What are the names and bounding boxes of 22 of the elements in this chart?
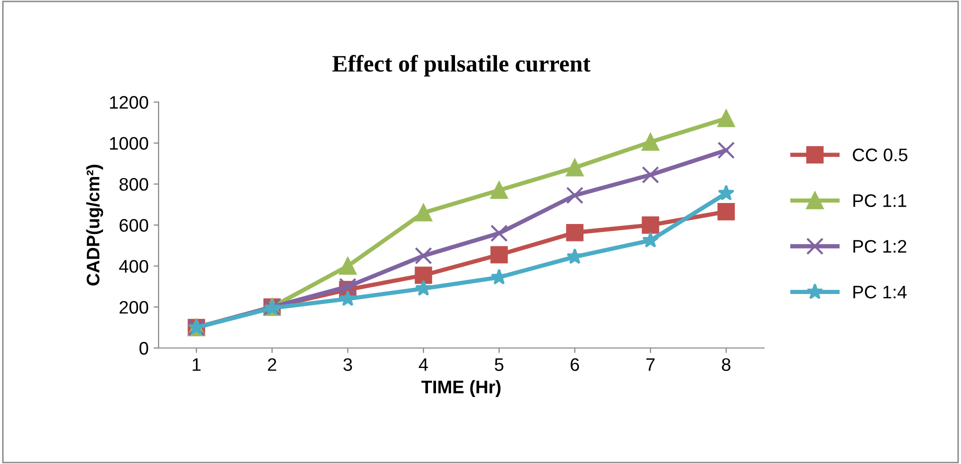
- x-tick-label: 5: [494, 358, 504, 371]
- legend-label: PC 1:2: [853, 240, 906, 253]
- y-tick-label: 400: [119, 260, 148, 273]
- y-tick-label: 1200: [110, 96, 148, 109]
- y-tick-label: 600: [120, 218, 148, 232]
- legend-label: CC 0.5: [852, 148, 908, 162]
- chart-title: Effect of pulsatile current: [332, 54, 590, 77]
- y-tick-label: 0: [140, 342, 148, 355]
- x-tick-label: 7: [646, 358, 655, 371]
- x-tick-label: 6: [570, 358, 580, 371]
- y-tick-label: 200: [120, 300, 148, 314]
- y-tick-label: 1000: [110, 137, 148, 150]
- x-tick-label: 3: [343, 358, 352, 371]
- x-tick-label: 4: [418, 358, 428, 371]
- x-tick-label: 2: [268, 358, 276, 371]
- legend-label: PC 1:4: [853, 286, 907, 298]
- legend-label: PC 1:1: [853, 194, 906, 208]
- x-tick-label: 1: [192, 358, 201, 371]
- x-tick-label: 8: [722, 358, 730, 371]
- y-axis-title: CADP(ug/cm²): [86, 164, 104, 286]
- y-tick-label: 800: [120, 178, 148, 191]
- x-axis-title: TIME (Hr): [421, 380, 500, 397]
